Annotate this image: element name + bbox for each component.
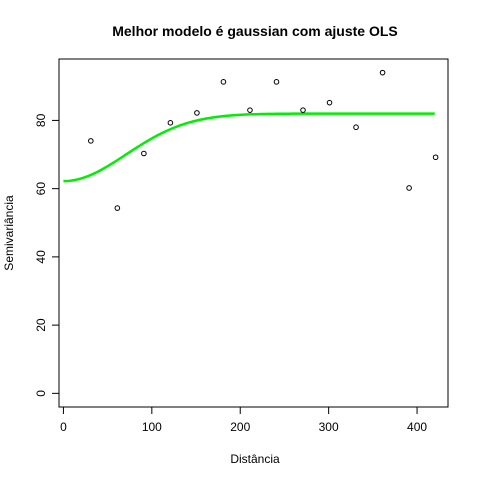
data-point <box>88 138 94 144</box>
data-point <box>247 107 253 113</box>
y-tick-label: 80 <box>34 113 48 127</box>
x-axis: 0 100 200 300 400 <box>60 406 427 434</box>
x-tick-label: 0 <box>60 420 67 434</box>
data-point <box>167 120 174 126</box>
x-tick-label: 100 <box>142 420 162 434</box>
chart-title: Melhor modelo é gaussian com ajuste OLS <box>112 23 398 39</box>
data-point <box>194 110 200 116</box>
x-axis-label: Distância <box>230 452 280 466</box>
data-point <box>379 69 386 76</box>
y-tick-label: 0 <box>34 390 48 397</box>
y-axis: 0 20 40 60 80 <box>34 113 60 397</box>
data-point <box>141 150 147 157</box>
fitted-model-layer <box>63 112 435 183</box>
data-point <box>273 79 280 85</box>
y-tick-label: 60 <box>34 182 48 196</box>
data-point <box>114 205 121 211</box>
data-point <box>406 185 412 191</box>
x-tick-label: 200 <box>230 420 250 434</box>
fitted-model-line <box>63 112 435 183</box>
data-point <box>353 124 359 131</box>
x-tick-label: 400 <box>407 420 427 434</box>
data-point <box>300 107 306 113</box>
plot-area-border <box>58 58 449 408</box>
data-point <box>220 79 227 85</box>
data-points-layer <box>88 69 439 211</box>
data-point <box>432 154 439 161</box>
y-tick-label: 40 <box>34 250 48 264</box>
data-point <box>326 99 333 106</box>
y-tick-label: 20 <box>34 318 48 332</box>
x-tick-label: 300 <box>319 420 339 434</box>
y-axis-label: Semivariância <box>2 195 16 271</box>
